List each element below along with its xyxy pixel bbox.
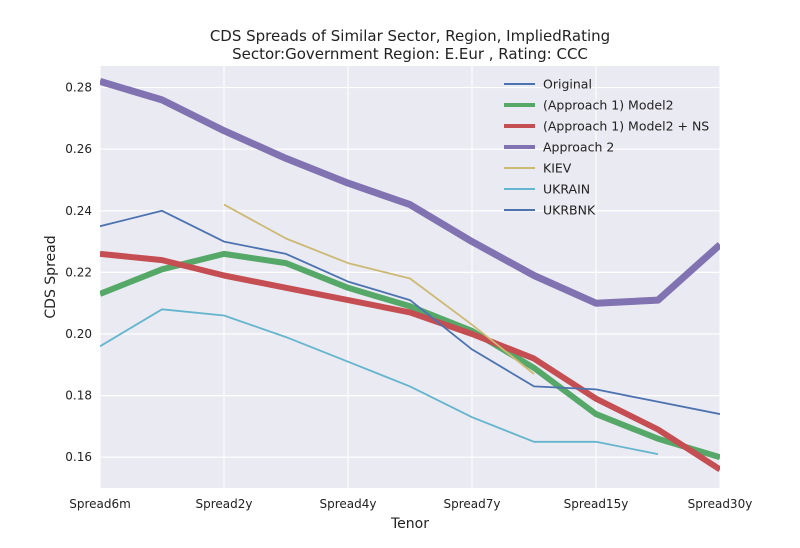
series-line-approach-2: [100, 78, 720, 307]
legend-label: UKRAIN: [543, 182, 590, 197]
x-tick-label: Spread30y: [688, 497, 753, 511]
x-axis-label: Tenor: [390, 516, 429, 532]
y-tick-label: 0.28: [65, 81, 92, 95]
y-tick-label: 0.20: [65, 327, 92, 341]
y-axis-ticks: 0.16 0.18 0.20 0.22 0.24 0.26 0.28: [65, 81, 92, 465]
x-tick-label: Spread2y: [196, 497, 253, 511]
series-line-approach-1-model2-ns: [100, 250, 720, 473]
x-tick-label: Spread6m: [69, 497, 131, 511]
legend-label: (Approach 1) Model2: [543, 98, 674, 113]
series-line-approach-1-model2: [100, 250, 720, 461]
series-line-ukrain: [100, 308, 659, 455]
legend-label: (Approach 1) Model2 + NS: [543, 119, 709, 134]
legend-label: Approach 2: [543, 140, 614, 155]
legend-label: KIEV: [543, 161, 572, 176]
legend: Original (Approach 1) Model2 (Approach 1) …: [504, 77, 709, 218]
y-tick-label: 0.26: [65, 142, 92, 156]
x-tick-label: Spread7y: [444, 497, 501, 511]
series-line-kiev: [223, 203, 535, 375]
x-axis-ticks: Spread6m Spread2y Spread4y Spread7y Spread15…: [69, 497, 752, 511]
series-line-original: [100, 209, 720, 415]
y-axis-label: CDS Spread: [43, 235, 59, 318]
y-tick-label: 0.16: [65, 450, 92, 464]
plot-area: [100, 66, 720, 488]
chart-subtitle: Sector:Government Region: E.Eur , Rating…: [232, 45, 588, 63]
y-tick-label: 0.18: [65, 389, 92, 403]
legend-label: Original: [543, 77, 592, 92]
chart-title: CDS Spreads of Similar Sector, Region, I…: [210, 27, 610, 45]
y-tick-label: 0.22: [65, 265, 92, 279]
y-tick-label: 0.24: [65, 204, 92, 218]
legend-label: UKRBNK: [543, 203, 596, 218]
series-lines: [100, 78, 720, 473]
x-tick-label: Spread4y: [320, 497, 377, 511]
x-tick-label: Spread15y: [564, 497, 629, 511]
